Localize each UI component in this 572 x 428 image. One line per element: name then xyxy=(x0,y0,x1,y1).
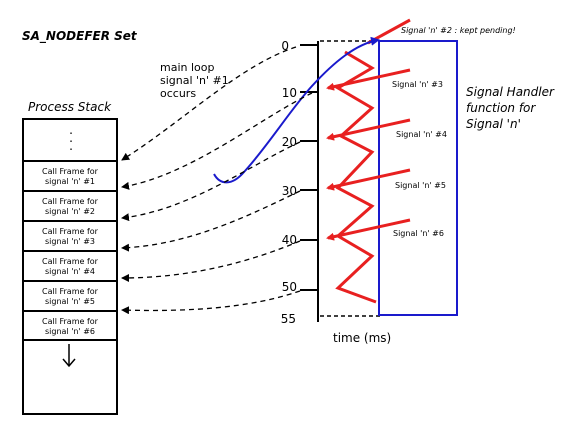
signal-zigzag xyxy=(335,50,377,304)
diagram-title: SA_NODEFER Set xyxy=(22,29,137,43)
tick-label-40: 40 xyxy=(281,233,297,247)
signal-arrow-5 xyxy=(326,168,411,191)
frame-arrow-1 xyxy=(121,46,297,161)
call-frame-1: Call Frame for signal 'n' #1 xyxy=(24,160,116,190)
signal-5-label: Signal 'n' #5 xyxy=(395,181,446,190)
main-loop-curve xyxy=(213,36,380,184)
axis-ticks xyxy=(300,44,318,291)
call-frame-6: Call Frame for signal 'n' #6 xyxy=(24,310,116,341)
signal-arrow-4 xyxy=(326,118,411,141)
process-stack-title: Process Stack xyxy=(28,100,112,114)
signal-arrow-6 xyxy=(326,218,411,241)
frame-arrow-2 xyxy=(121,92,313,190)
call-frame-3: Call Frame for signal 'n' #3 xyxy=(24,220,116,250)
tick-label-30: 30 xyxy=(281,184,297,198)
call-frame-5: Call Frame for signal 'n' #5 xyxy=(24,280,116,310)
tick-label-20: 20 xyxy=(281,135,297,149)
frame-arrow-4 xyxy=(121,190,301,252)
signal-handler-label: Signal Handler function for Signal 'n' xyxy=(466,85,554,131)
process-stack: . . . Call Frame for signal 'n' #1 Call … xyxy=(22,118,118,415)
call-frame-4: Call Frame for signal 'n' #4 xyxy=(24,250,116,280)
signal-arrow-3 xyxy=(326,68,411,91)
signal-6-label: Signal 'n' #6 xyxy=(393,229,444,238)
tick-label-0: 0 xyxy=(281,39,289,53)
frame-arrows xyxy=(121,46,313,315)
signal-4-label: Signal 'n' #4 xyxy=(396,130,447,139)
call-frame-2: Call Frame for signal 'n' #2 xyxy=(24,190,116,220)
time-axis-label: time (ms) xyxy=(333,331,392,345)
frame-arrow-3 xyxy=(121,141,301,222)
tick-label-50: 50 xyxy=(281,280,297,294)
tick-label-10: 10 xyxy=(281,86,297,100)
tick-label-55: 55 xyxy=(280,312,296,326)
main-loop-label: main loop signal 'n' #1 occurs xyxy=(160,61,229,100)
stack-continuation-dots: . . . xyxy=(69,123,73,153)
stack-growth-arrow xyxy=(62,344,76,368)
frame-arrow-6 xyxy=(121,290,301,315)
signal-arrows xyxy=(326,18,411,241)
signal-2-pending-label: Signal 'n' #2 : kept pending! xyxy=(401,26,516,35)
signal-3-label: Signal 'n' #3 xyxy=(392,80,443,89)
frame-arrow-5 xyxy=(121,240,301,282)
